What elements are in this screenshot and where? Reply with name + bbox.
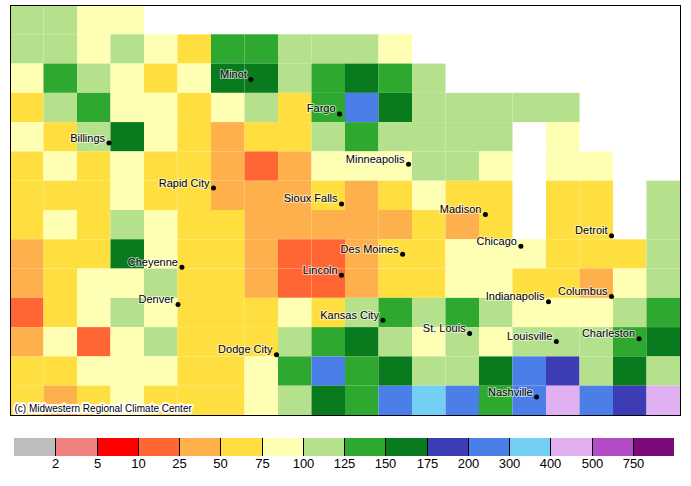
svg-text:Madison: Madison — [440, 203, 482, 215]
svg-text:Louisville: Louisville — [507, 330, 552, 342]
svg-text:50: 50 — [213, 456, 227, 471]
svg-text:Detroit: Detroit — [575, 224, 607, 236]
svg-text:750: 750 — [623, 456, 645, 471]
svg-text:Minot: Minot — [220, 68, 247, 80]
svg-text:400: 400 — [540, 456, 562, 471]
svg-text:Fargo: Fargo — [307, 102, 336, 114]
svg-text:Nashville: Nashville — [488, 386, 533, 398]
svg-text:75: 75 — [255, 456, 269, 471]
svg-text:5: 5 — [94, 456, 101, 471]
svg-text:Dodge City: Dodge City — [218, 343, 273, 355]
svg-text:St. Louis: St. Louis — [423, 322, 466, 334]
svg-text:Des Moines: Des Moines — [341, 243, 400, 255]
svg-text:125: 125 — [334, 456, 356, 471]
svg-text:Charleston: Charleston — [582, 327, 635, 339]
svg-text:500: 500 — [582, 456, 604, 471]
svg-text:Sioux Falls: Sioux Falls — [284, 192, 338, 204]
svg-text:25: 25 — [172, 456, 186, 471]
svg-text:Lincoln: Lincoln — [303, 264, 338, 276]
svg-text:100: 100 — [293, 456, 315, 471]
svg-text:Rapid City: Rapid City — [159, 177, 210, 189]
svg-text:Cheyenne: Cheyenne — [128, 256, 178, 268]
svg-text:Denver: Denver — [139, 293, 175, 305]
svg-text:Minneapolis: Minneapolis — [346, 153, 405, 165]
svg-text:175: 175 — [417, 456, 439, 471]
svg-text:(c) Midwestern Regional Climat: (c) Midwestern Regional Climate Center — [15, 403, 193, 414]
svg-text:150: 150 — [375, 456, 397, 471]
svg-text:Indianapolis: Indianapolis — [486, 290, 545, 302]
svg-text:Chicago: Chicago — [477, 235, 517, 247]
svg-text:2: 2 — [52, 456, 59, 471]
svg-text:Billings: Billings — [70, 132, 105, 144]
svg-text:10: 10 — [131, 456, 145, 471]
svg-text:300: 300 — [499, 456, 521, 471]
svg-text:Columbus: Columbus — [558, 285, 608, 297]
svg-text:Kansas City: Kansas City — [320, 309, 379, 321]
svg-text:200: 200 — [458, 456, 480, 471]
